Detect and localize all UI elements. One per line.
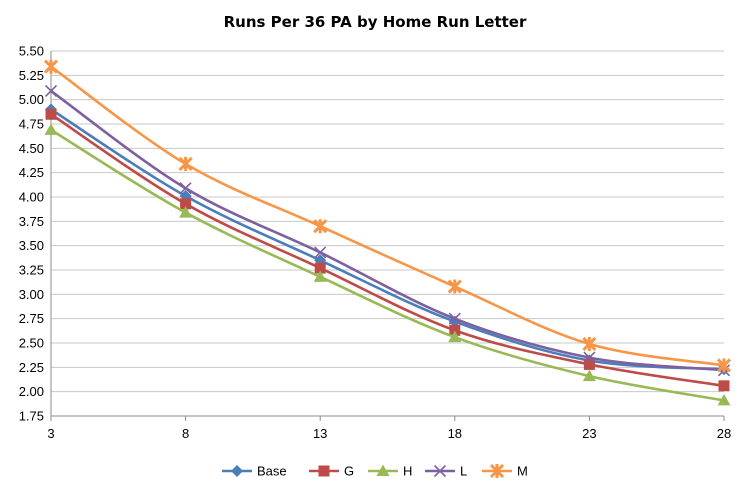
legend-label-l: L — [460, 464, 467, 479]
data-point-h — [313, 270, 327, 282]
data-point-l — [179, 182, 192, 195]
data-point-l — [44, 84, 58, 97]
data-point-g — [180, 198, 192, 210]
x-tick-label: 3 — [47, 426, 54, 441]
data-point-m — [313, 219, 328, 234]
data-point-l — [314, 246, 327, 259]
data-point-l — [583, 351, 596, 364]
legend-marker-g — [318, 465, 330, 477]
series-l — [44, 84, 731, 377]
data-point-l — [448, 312, 461, 325]
y-tick-label: 3.50 — [19, 238, 44, 253]
x-tick-label: 23 — [582, 426, 596, 441]
x-tick-label: 8 — [182, 426, 189, 441]
y-tick-label: 4.75 — [19, 117, 44, 132]
data-point-g — [583, 358, 595, 370]
x-tick-label: 28 — [717, 426, 731, 441]
data-point-g — [314, 262, 326, 274]
y-tick-label: 2.50 — [19, 336, 44, 351]
x-tick-label: 13 — [313, 426, 327, 441]
legend-marker-l — [433, 464, 447, 478]
x-tick-label: 18 — [448, 426, 462, 441]
legend-label-m: M — [517, 464, 528, 479]
y-tick-label: 5.50 — [19, 44, 44, 59]
series-line-g — [50, 113, 725, 388]
gridlines — [51, 50, 724, 393]
legend-item-base: Base — [222, 464, 287, 479]
data-point-h — [44, 123, 58, 135]
chart-title: Runs Per 36 PA by Home Run Letter — [224, 13, 527, 31]
y-tick-label: 3.00 — [19, 287, 44, 302]
data-point-g — [449, 324, 461, 336]
y-tick-label: 5.00 — [19, 92, 44, 107]
series-lines — [43, 59, 732, 406]
data-point-m — [582, 336, 597, 352]
legend-marker-m — [489, 463, 505, 479]
legend-item-l: L — [425, 464, 467, 479]
series-base — [45, 103, 730, 376]
series-line-l — [50, 89, 725, 372]
legend-item-m: M — [482, 464, 528, 479]
data-point-h — [717, 393, 731, 406]
data-point-h — [582, 369, 596, 382]
legend-marker-base — [231, 465, 243, 477]
legend-marker-h — [376, 464, 390, 476]
y-tick-label: 3.25 — [19, 263, 44, 278]
data-point-g — [45, 108, 57, 120]
data-point-g — [718, 380, 730, 392]
data-point-m — [716, 358, 732, 373]
axes: 1.75 2.00 2.25 2.50 2.75 3.00 3.25 3.50 3.75 4.00… — [19, 44, 732, 442]
data-point-m — [43, 59, 59, 74]
legend-item-g: G — [309, 464, 354, 479]
series-line-h — [50, 128, 725, 402]
legend-item-h: H — [368, 464, 412, 479]
y-tick-label: 3.75 — [19, 214, 44, 229]
y-tick-label: 1.75 — [19, 409, 44, 424]
series-line-m — [50, 65, 725, 367]
legend-label-base: Base — [257, 464, 287, 479]
data-point-h — [448, 330, 462, 343]
series-g — [45, 108, 730, 392]
y-tick-label: 4.00 — [19, 190, 44, 205]
y-tick-label: 5.25 — [19, 68, 44, 83]
y-tick-label: 2.00 — [19, 384, 44, 399]
y-tick-label: 4.50 — [19, 141, 44, 156]
series-m — [43, 59, 732, 373]
y-tick-label: 2.25 — [19, 360, 44, 375]
data-point-m — [178, 156, 193, 171]
y-tick-label: 4.25 — [19, 165, 44, 180]
data-point-h — [179, 206, 193, 218]
series-line-base — [50, 108, 725, 371]
data-point-m — [447, 279, 462, 294]
legend-label-h: H — [403, 464, 412, 479]
series-h — [44, 123, 731, 406]
y-tick-label: 2.75 — [19, 311, 44, 326]
legend-label-g: G — [344, 464, 354, 479]
legend: Base G H L M — [222, 464, 528, 479]
